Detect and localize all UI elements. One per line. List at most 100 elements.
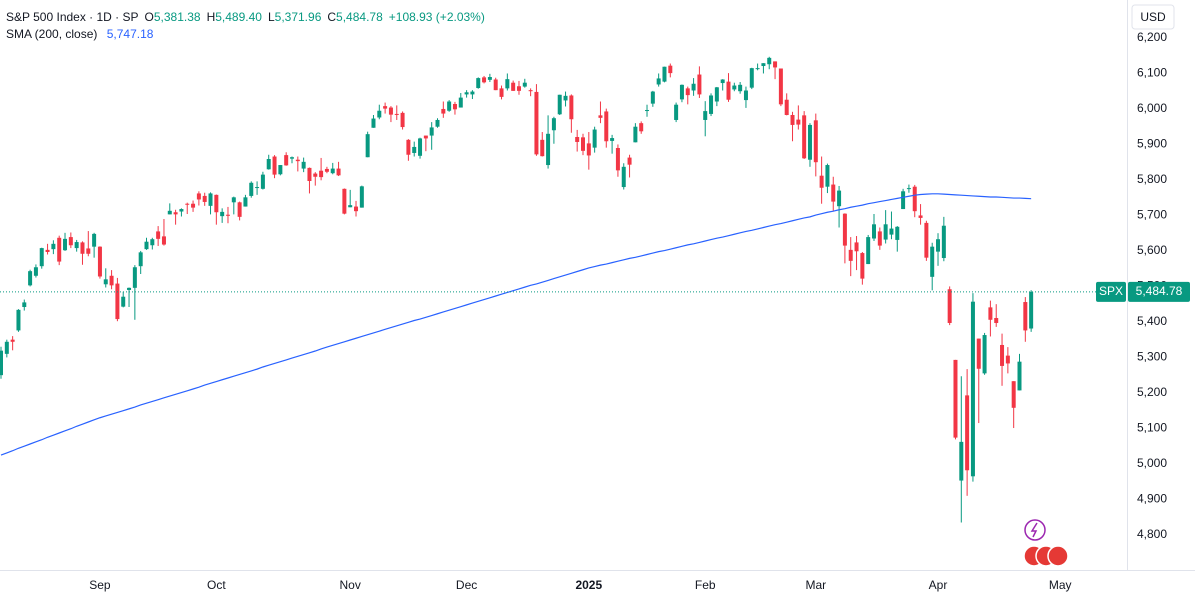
candle-body — [493, 79, 498, 91]
candle-body — [639, 123, 644, 132]
candle-body — [685, 88, 690, 96]
candle-body — [837, 190, 842, 207]
y-tick-label: 5,700 — [1137, 208, 1167, 222]
candle-body — [1011, 381, 1016, 408]
candle-body — [901, 191, 906, 210]
candle-body — [220, 211, 225, 217]
candle-body — [336, 168, 341, 176]
candle-body — [284, 155, 289, 166]
price-tag: SPX — [1099, 284, 1123, 298]
candle-body — [86, 248, 91, 254]
candle-body — [575, 136, 580, 142]
candle-body — [615, 148, 620, 171]
candle-body — [161, 236, 166, 245]
candle-body — [528, 90, 533, 92]
candle-body — [482, 77, 487, 83]
change: +108.93 (+2.03%) — [388, 10, 485, 24]
candle-body — [464, 92, 469, 95]
candle-body — [348, 205, 353, 208]
x-tick-label: Dec — [456, 578, 477, 592]
candle-body — [505, 79, 510, 89]
candle-body — [941, 225, 946, 259]
candle-body — [377, 110, 382, 118]
candle-body — [10, 339, 15, 342]
candle-body — [1023, 302, 1028, 331]
candle-body — [103, 279, 108, 285]
x-tick-label: Nov — [340, 578, 361, 592]
candle-body — [208, 193, 213, 206]
event-icon[interactable] — [1047, 545, 1069, 567]
candle-body — [714, 87, 719, 102]
y-tick-label: 5,300 — [1137, 350, 1167, 364]
candle-body — [959, 441, 964, 481]
candle-body — [755, 68, 760, 70]
candle-body — [80, 242, 85, 254]
stat-value: 5,381.38 — [153, 10, 201, 24]
candle-body — [74, 242, 79, 249]
candle-body — [679, 84, 684, 100]
candle-body — [720, 79, 725, 84]
candle-body — [965, 395, 970, 471]
candle-body — [668, 65, 673, 74]
candle-body — [400, 112, 405, 128]
y-tick-label: 4,900 — [1137, 492, 1167, 506]
currency-button[interactable] — [1131, 4, 1175, 30]
candle-body — [57, 237, 62, 262]
candle-body — [586, 143, 591, 156]
candle-body — [551, 118, 556, 131]
candle-body — [92, 233, 97, 247]
candle-body — [1017, 361, 1022, 391]
candle-body — [0, 350, 3, 376]
candle-body — [988, 307, 993, 320]
x-tick-label: Mar — [805, 578, 826, 592]
y-tick-label: 5,600 — [1137, 243, 1167, 257]
ohlc-stats: O5,381.38 H5,489.40 L5,371.96 C5,484.78 +108… — [139, 10, 485, 24]
candle-body — [1000, 344, 1005, 366]
candle-body — [144, 241, 149, 250]
candle-body — [819, 175, 824, 188]
candle-body — [418, 138, 423, 156]
candle-body — [924, 222, 929, 258]
candle-body — [115, 283, 120, 320]
candle-body — [97, 246, 102, 277]
candle-body — [63, 238, 68, 251]
candle-body — [156, 231, 161, 239]
candle-body — [406, 139, 411, 155]
candle-body — [301, 161, 306, 169]
candle-body — [540, 139, 545, 157]
candle-body — [68, 237, 73, 246]
candle-body — [342, 188, 347, 214]
candle-body — [936, 239, 941, 252]
y-tick-label: 5,800 — [1137, 172, 1167, 186]
candle-body — [994, 318, 999, 323]
candle-body — [39, 248, 44, 267]
candle-body — [371, 118, 376, 128]
x-tick-label: Oct — [207, 578, 226, 592]
candle-body — [877, 231, 882, 246]
symbol-row: S&P 500 Index · 1D · SP O5,381.38 H5,489.4… — [6, 9, 485, 26]
candle-body — [307, 167, 312, 182]
candle-body — [167, 210, 172, 215]
y-tick-label: 5,200 — [1137, 385, 1167, 399]
candle-body — [796, 119, 801, 125]
candle-body — [191, 203, 196, 208]
candle-body — [127, 287, 132, 290]
candle-body — [778, 68, 783, 105]
candle-body — [831, 184, 836, 202]
candle-body — [546, 133, 551, 166]
candle-body — [412, 146, 417, 153]
event-icon[interactable] — [1024, 519, 1046, 541]
candle-body — [237, 202, 242, 217]
y-tick-label: 5,400 — [1137, 314, 1167, 328]
candle-body — [470, 91, 475, 95]
candle-body — [1029, 291, 1034, 329]
candle-body — [313, 173, 318, 177]
y-tick-label: 6,100 — [1137, 66, 1167, 80]
candle-body — [138, 252, 143, 267]
candle-body — [516, 86, 521, 91]
candle-body — [225, 214, 230, 216]
candle-body — [569, 95, 574, 120]
candle-body — [28, 271, 33, 286]
